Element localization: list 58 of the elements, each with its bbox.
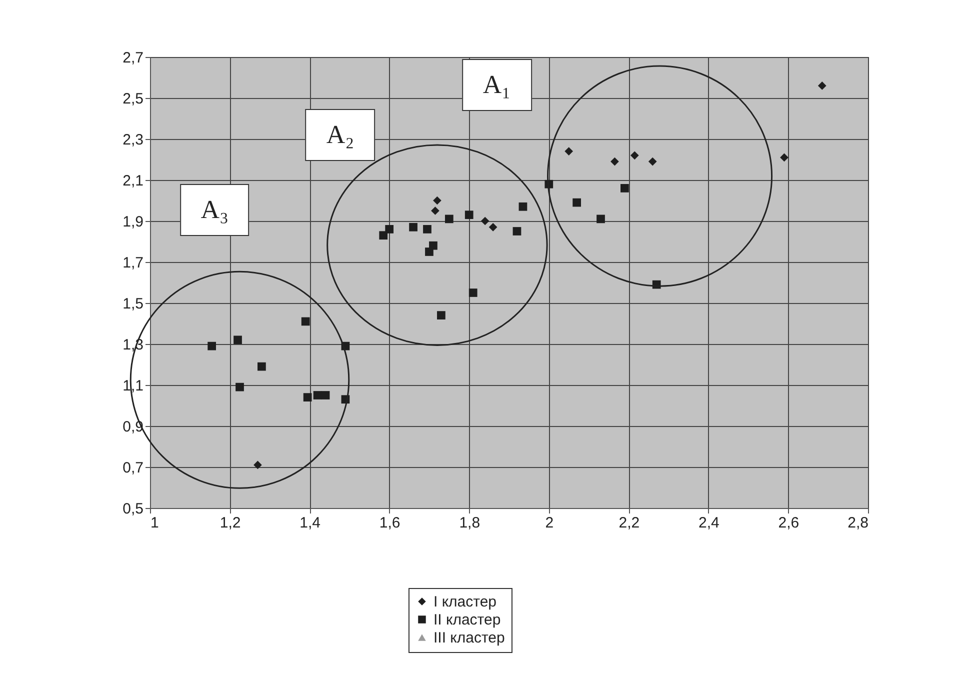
point: [488, 222, 498, 232]
point: [572, 198, 581, 207]
point: [423, 225, 432, 234]
point: [431, 206, 440, 215]
point: [818, 82, 826, 90]
x-tick-label: 2,8: [848, 514, 868, 532]
y-tick-label: 2,3: [122, 132, 144, 148]
x-tick-label: 2,6: [778, 514, 800, 532]
y-tick-label: 0,7: [122, 460, 144, 476]
y-tick-label: 0,5: [122, 500, 144, 518]
point: [321, 391, 330, 400]
x-tick-label: 1,8: [459, 514, 480, 532]
point: [620, 184, 629, 192]
point: [780, 153, 788, 162]
point: [610, 157, 619, 166]
x-tick-label: 1,4: [300, 514, 320, 532]
annotation: A₂: [305, 109, 376, 162]
annotation: A₁: [462, 58, 532, 111]
point: [512, 227, 522, 236]
y-tick-label: 2,5: [122, 90, 144, 108]
x-tick-label: 2: [545, 514, 554, 532]
point: [425, 248, 434, 256]
point: [464, 210, 474, 220]
point: [236, 382, 244, 392]
point: [564, 147, 574, 156]
point: [648, 157, 657, 166]
point: [313, 391, 322, 400]
legend-label: I кластер: [433, 594, 497, 610]
x-tick-label: 1,2: [220, 514, 241, 532]
point: [301, 317, 310, 326]
point: [630, 151, 639, 160]
y-tick-label: 2,7: [122, 50, 144, 66]
point: [433, 196, 442, 205]
point: [379, 231, 388, 240]
legend-label: III кластер: [433, 630, 505, 646]
annotation: A₃: [180, 184, 250, 236]
point: [254, 460, 262, 470]
y-tick-label: 2,1: [122, 172, 144, 190]
y-tick-label: 1,9: [122, 214, 144, 230]
point: [518, 202, 528, 211]
point: [468, 288, 478, 297]
point: [596, 214, 605, 224]
point: [303, 393, 312, 402]
x-tick-label: 1,6: [379, 514, 400, 532]
legend-label: II кластер: [433, 612, 501, 628]
x-tick-label: 2,2: [618, 514, 640, 532]
point: [409, 222, 418, 232]
y-tick-label: 1,7: [122, 254, 144, 272]
point: [480, 216, 490, 226]
x-tick-label: 1: [150, 514, 159, 532]
point: [208, 342, 216, 350]
point: [444, 214, 454, 224]
point: [234, 336, 242, 344]
x-tick-label: 2,4: [698, 514, 720, 532]
point: [437, 311, 446, 320]
point: [385, 225, 394, 234]
point: [258, 362, 266, 371]
y-tick-label: 1,5: [122, 296, 144, 312]
